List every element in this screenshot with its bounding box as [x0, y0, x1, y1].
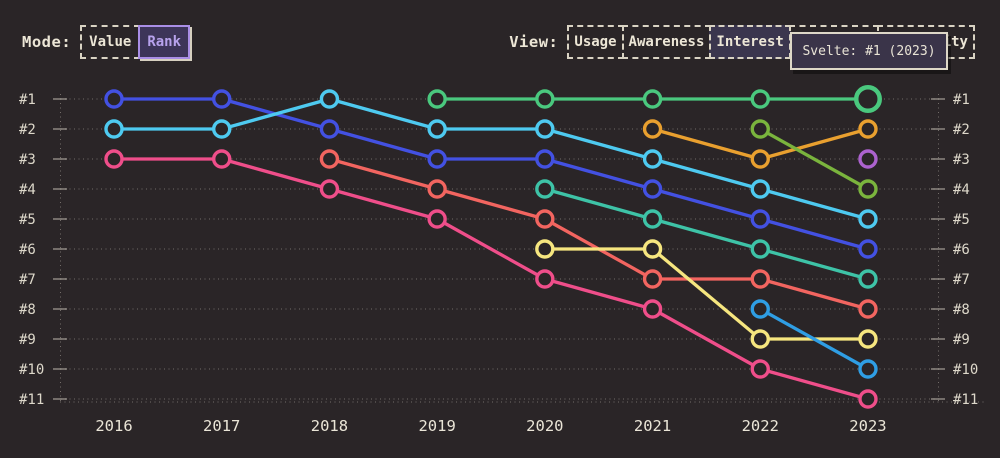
mode-button-rank[interactable]: Rank: [138, 25, 191, 59]
series-line-azure: [758, 307, 870, 371]
data-point-cyan-2020[interactable]: [535, 119, 555, 139]
rank-label-left-#2: #2: [19, 122, 36, 138]
data-point-pink-2016[interactable]: [104, 149, 124, 169]
data-point-teal-2022[interactable]: [750, 239, 770, 259]
data-point-indigo-2018[interactable]: [319, 119, 340, 139]
data-point-salmon-2019[interactable]: [427, 179, 447, 199]
rank-label-right-#4: #4: [953, 182, 970, 198]
data-point-olive-2022[interactable]: [750, 119, 770, 139]
data-point-indigo-2022[interactable]: [750, 209, 770, 229]
data-point-cyan-2016[interactable]: [104, 119, 124, 139]
data-point-teal-2020[interactable]: [535, 179, 555, 199]
year-label-2018: 2018: [311, 417, 348, 435]
data-point-pink-2019[interactable]: [427, 209, 447, 229]
rank-label-right-#10: #10: [953, 362, 978, 378]
data-point-indigo-2023[interactable]: [858, 239, 878, 259]
series-line-olive: [758, 127, 870, 191]
data-point-yellow-2020[interactable]: [535, 239, 555, 259]
data-point-pink-2017[interactable]: [212, 149, 232, 169]
view-button-usage[interactable]: Usage: [567, 25, 624, 59]
data-point-teal-2021[interactable]: [642, 209, 663, 229]
rank-label-right-#7: #7: [953, 272, 970, 288]
data-point-orange-2022[interactable]: [750, 149, 770, 169]
data-point-cyan-2023[interactable]: [858, 209, 878, 229]
data-point-salmon-2020[interactable]: [535, 209, 555, 229]
data-point-cyan-2022[interactable]: [750, 179, 770, 199]
chart-tooltip: Svelte: #1 (2023): [790, 32, 948, 70]
series-line-pink: [112, 157, 870, 401]
view-button-interest[interactable]: Interest: [709, 25, 791, 59]
data-point-indigo-2019[interactable]: [427, 149, 447, 169]
rank-label-right-#2: #2: [953, 122, 970, 138]
rank-label-right-#8: #8: [953, 302, 970, 318]
data-point-orange-2023[interactable]: [858, 119, 878, 139]
rank-label-right-#11: #11: [953, 392, 978, 408]
data-point-azure-2022[interactable]: [750, 299, 770, 319]
data-point-olive-2023[interactable]: [858, 179, 878, 199]
rank-label-right-#6: #6: [953, 242, 970, 258]
year-label-2017: 2017: [203, 417, 240, 435]
data-point-yellow-2021[interactable]: [642, 239, 663, 259]
data-point-salmon-2021[interactable]: [642, 269, 663, 289]
data-point-cyan-2018[interactable]: [319, 89, 340, 109]
rank-label-left-#7: #7: [19, 272, 36, 288]
rank-label-left-#6: #6: [19, 242, 36, 258]
year-label-2021: 2021: [634, 417, 671, 435]
data-point-pink-2021[interactable]: [642, 299, 663, 319]
view-label: View:: [509, 33, 559, 51]
data-point-cyan-2021[interactable]: [642, 149, 663, 169]
data-point-yellow-2022[interactable]: [750, 329, 770, 349]
rank-label-left-#10: #10: [19, 362, 44, 378]
data-point-salmon-2022[interactable]: [750, 269, 770, 289]
rank-label-left-#1: #1: [19, 92, 36, 108]
rank-label-right-#3: #3: [953, 152, 970, 168]
year-label-2022: 2022: [742, 417, 779, 435]
rank-label-right-#5: #5: [953, 212, 970, 228]
data-point-cyan-2017[interactable]: [212, 119, 232, 139]
data-point-orange-2021[interactable]: [642, 119, 663, 139]
data-point-indigo-2016[interactable]: [104, 89, 124, 109]
data-point-salmon-2018[interactable]: [319, 149, 340, 169]
rank-label-right-#9: #9: [953, 332, 970, 348]
data-point-teal-2023[interactable]: [858, 269, 878, 289]
data-point-pink-2018[interactable]: [319, 179, 340, 199]
series-line-teal: [543, 187, 870, 281]
data-point-green-2022[interactable]: [750, 89, 770, 109]
year-label-2023: 2023: [849, 417, 886, 435]
data-point-green-2023[interactable]: [853, 85, 882, 113]
rank-label-left-#9: #9: [19, 332, 36, 348]
data-point-pink-2023[interactable]: [858, 389, 878, 409]
data-point-cyan-2019[interactable]: [427, 119, 447, 139]
rank-label-left-#3: #3: [19, 152, 36, 168]
year-label-2020: 2020: [526, 417, 563, 435]
rank-label-right-#1: #1: [953, 92, 970, 108]
view-button-awareness[interactable]: Awareness: [621, 25, 712, 59]
data-point-green-2019[interactable]: [427, 89, 447, 109]
rank-label-left-#4: #4: [19, 182, 36, 198]
series-line-salmon: [327, 157, 870, 311]
chart-tooltip-text: Svelte: #1 (2023): [802, 43, 936, 59]
data-point-yellow-2023[interactable]: [858, 329, 878, 349]
year-label-2016: 2016: [95, 417, 132, 435]
data-point-indigo-2020[interactable]: [535, 149, 555, 169]
data-point-green-2020[interactable]: [535, 89, 555, 109]
data-point-pink-2020[interactable]: [535, 269, 555, 289]
data-point-indigo-2021[interactable]: [642, 179, 663, 199]
data-point-pink-2022[interactable]: [750, 359, 770, 379]
mode-control-group: Mode: Value Rank: [22, 25, 191, 59]
year-label-2019: 2019: [418, 417, 455, 435]
data-point-purple-2023[interactable]: [858, 149, 878, 169]
rank-label-left-#5: #5: [19, 212, 36, 228]
data-point-salmon-2023[interactable]: [858, 299, 878, 319]
data-point-azure-2023[interactable]: [858, 359, 878, 379]
mode-button-value[interactable]: Value: [80, 25, 141, 59]
series-line-cyan: [112, 97, 870, 221]
rank-label-left-#11: #11: [19, 392, 44, 408]
data-point-indigo-2017[interactable]: [212, 89, 232, 109]
series-line-indigo: [112, 97, 870, 251]
mode-label: Mode:: [22, 33, 72, 51]
rank-label-left-#8: #8: [19, 302, 36, 318]
data-point-green-2021[interactable]: [642, 89, 663, 109]
